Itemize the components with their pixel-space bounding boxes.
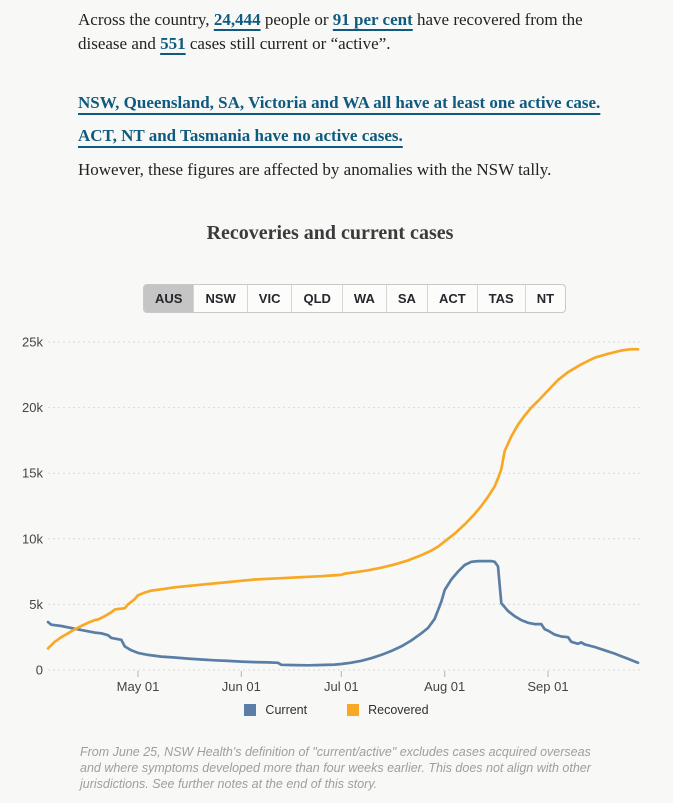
y-axis-tick-label: 0 <box>36 663 43 678</box>
y-axis-tick-label: 15k <box>22 466 43 481</box>
tab-qld[interactable]: QLD <box>291 285 341 312</box>
chart-footnote: From June 25, NSW Health's definition of… <box>80 745 591 791</box>
current-swatch-icon <box>244 704 257 716</box>
y-axis-tick-label: 25k <box>22 335 43 350</box>
legend-item-current: Current <box>244 703 307 717</box>
recovered-swatch-icon <box>347 704 360 716</box>
tab-wa[interactable]: WA <box>341 285 386 312</box>
x-axis-tick-label: Aug 01 <box>424 679 465 694</box>
chart-title: Recoveries and current cases <box>206 222 454 244</box>
intro-text: people or <box>260 10 333 29</box>
legend-label-recovered: Recovered <box>368 703 429 717</box>
tab-nsw[interactable]: NSW <box>193 285 246 312</box>
y-axis-tick-label: 5k <box>29 597 43 612</box>
current-line <box>46 559 640 667</box>
tab-nt[interactable]: NT <box>524 285 565 312</box>
intro-paragraph: Across the country, 24,444 people or 91 … <box>78 8 603 56</box>
stat-link[interactable]: 551 <box>160 34 186 53</box>
tab-vic[interactable]: VIC <box>246 285 292 312</box>
chart-legend: Current Recovered <box>0 703 673 717</box>
x-axis-tick-label: Jul 01 <box>324 679 359 694</box>
stat-link[interactable]: 91 per cent <box>332 10 413 29</box>
intro-text: Across the country, <box>78 10 214 29</box>
stat-link[interactable]: 24,444 <box>213 10 261 29</box>
legend-label-current: Current <box>265 703 308 717</box>
y-axis-tick-label: 10k <box>22 531 43 546</box>
chart-svg: 0 5k 10k 15k 20k 25k May 01 Jun 01 Jul 01 Aug 01 S… <box>22 335 642 694</box>
legend-item-recovered: Recovered <box>347 703 429 717</box>
intro-text: have recovered from the disease and <box>78 10 583 53</box>
active-cases-link-paragraph: NSW, Queensland, SA, Victoria and WA all… <box>78 86 638 152</box>
x-axis-tick-label: Sep 01 <box>527 679 568 694</box>
x-axis-tick-label: May 01 <box>117 679 160 694</box>
active-cases-link-line2[interactable]: ACT, NT and Tasmania have no active case… <box>78 126 403 145</box>
intro-text: cases still current or “active”. <box>185 34 391 53</box>
y-axis-tick-label: 20k <box>22 400 43 415</box>
tab-tas[interactable]: TAS <box>476 285 525 312</box>
tab-sa[interactable]: SA <box>385 285 427 312</box>
active-cases-link-line1[interactable]: NSW, Queensland, SA, Victoria and WA all… <box>78 93 601 112</box>
x-axis-tick-label: Jun 01 <box>222 679 261 694</box>
region-tabs: AUS NSW VIC QLD WA SA ACT TAS NT <box>143 284 567 313</box>
recovered-line <box>46 347 640 650</box>
tab-act[interactable]: ACT <box>426 285 477 312</box>
anomalies-paragraph: However, these figures are affected by a… <box>78 160 552 179</box>
tab-aus[interactable]: AUS <box>144 285 194 312</box>
